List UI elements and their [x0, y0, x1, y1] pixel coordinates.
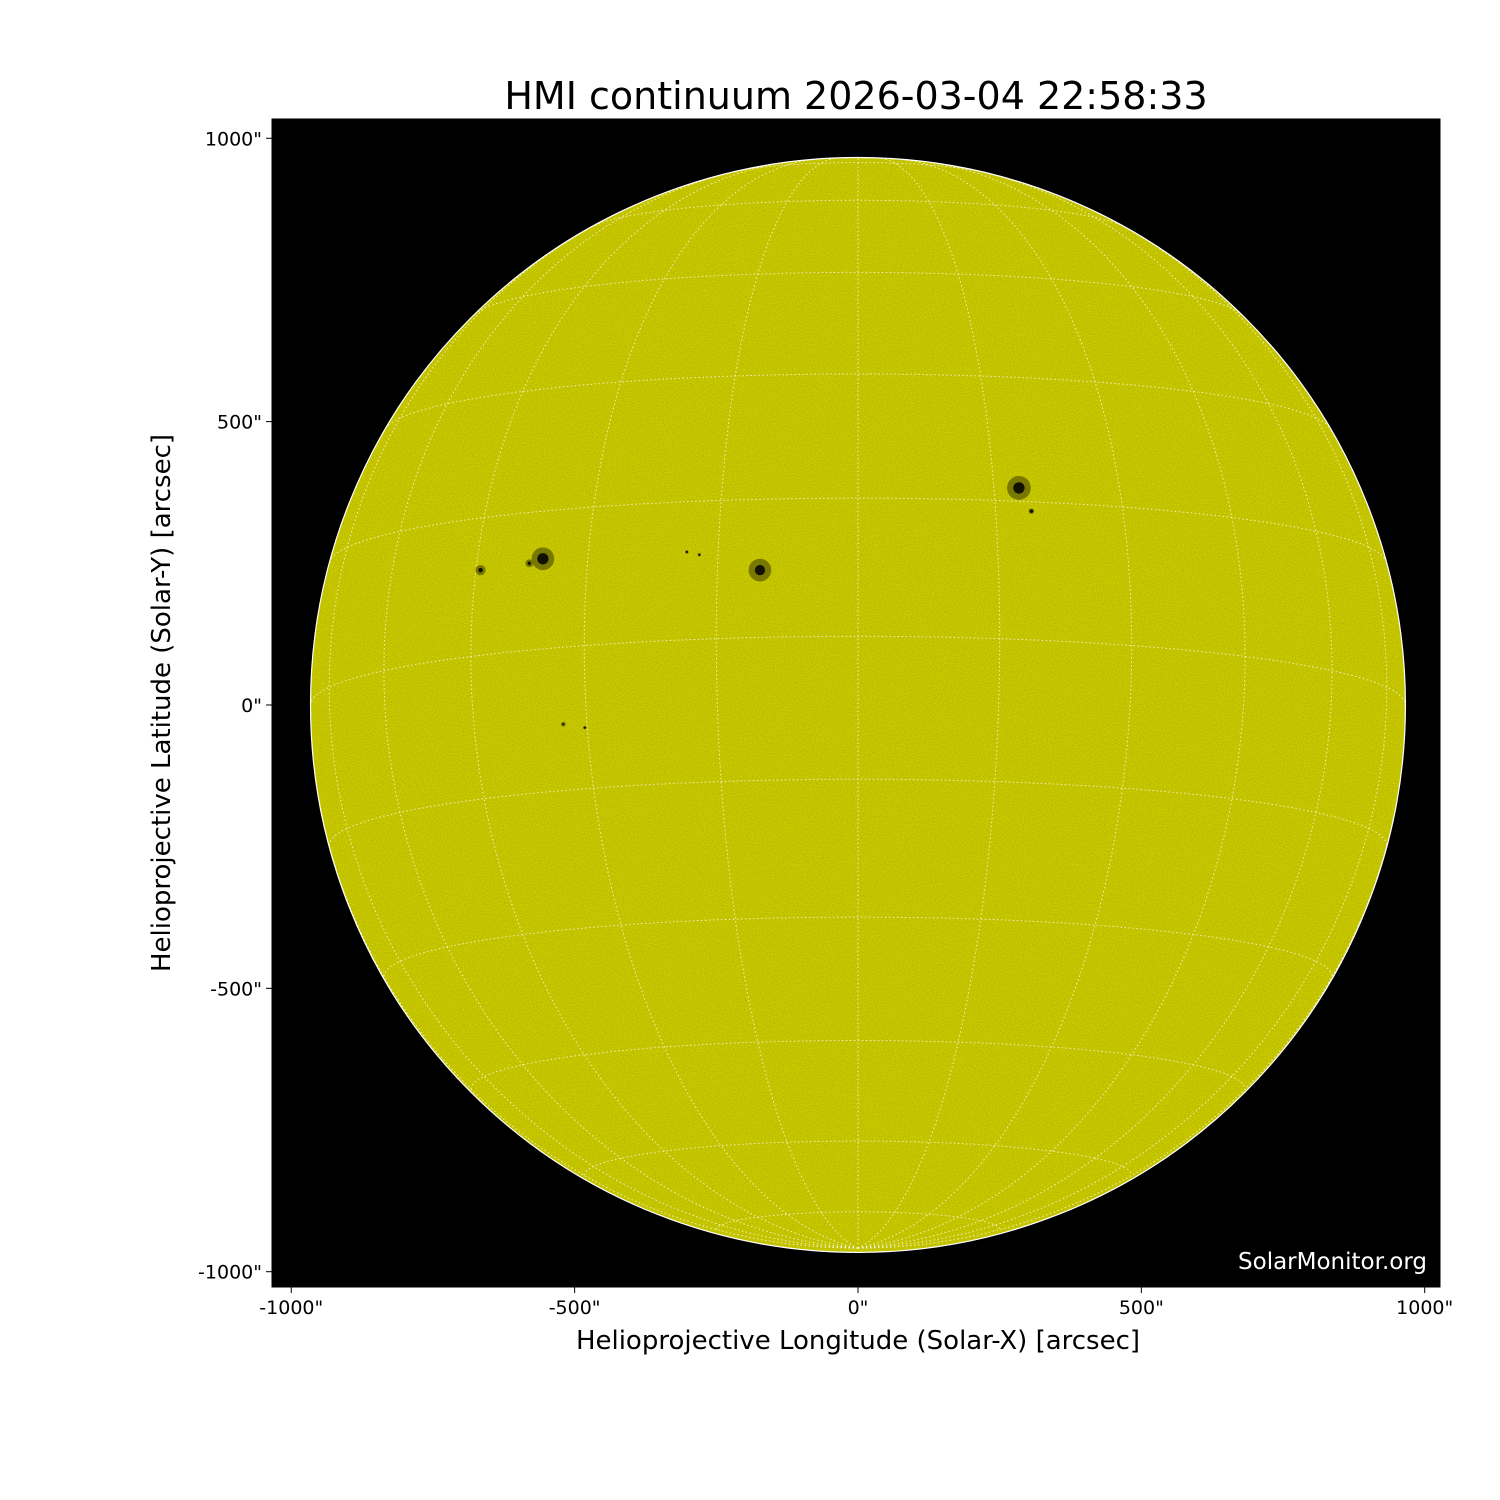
y-tick-label: -1000": [198, 1262, 262, 1284]
longitude-line: [857, 171, 1333, 1249]
sunspot-umbra: [583, 726, 586, 729]
latitude-line: [583, 1140, 1133, 1176]
y-tick-label: -500": [210, 978, 262, 1000]
x-axis-label: Helioprojective Longitude (Solar-X) [arc…: [575, 1326, 1141, 1356]
sunspot-umbra: [527, 561, 531, 566]
sunspot-umbra: [685, 550, 688, 554]
chart-title: HMI continuum 2026-03-04 22:58:33: [504, 74, 1208, 118]
x-tick-label: -500": [549, 1297, 601, 1319]
sunspot-umbra: [698, 553, 701, 556]
x-tick-label: 1000": [1396, 1297, 1453, 1319]
y-axis-label: Helioprojective Latitude (Solar-Y) [arcs…: [147, 433, 177, 973]
latitude-line: [329, 497, 1387, 563]
latitude-line: [474, 271, 1242, 315]
axis-ticks: -1000" -500" 0" 500" 1000" 1000" 500" 0" -500" -1…: [198, 128, 1453, 1319]
granulation-texture: [310, 157, 1406, 1253]
latitude-line: [591, 199, 1125, 228]
y-tick-label: 1000": [205, 128, 262, 150]
watermark: SolarMonitor.org: [1238, 1249, 1427, 1275]
x-tick-label: 0": [848, 1297, 869, 1319]
y-tick-label: 500": [217, 412, 262, 434]
axes-frame: [271, 118, 1441, 1288]
longitude-line: [857, 158, 1133, 1249]
sunspot-umbra: [562, 723, 565, 726]
latitude-line: [733, 162, 983, 173]
sunspot-umbra: [478, 567, 483, 573]
longitude-line: [310, 704, 859, 1249]
longitude-line: [470, 162, 859, 1249]
sunspot-umbra: [537, 553, 549, 565]
latitude-line: [385, 373, 1331, 429]
x-tick-label: -1000": [259, 1297, 323, 1319]
x-tick-label: 500": [1119, 1297, 1164, 1319]
heliographic-grid: [310, 157, 1406, 1249]
longitude-line: [857, 162, 1246, 1249]
sunspots: [475, 476, 1035, 730]
sunspot-umbra: [754, 565, 766, 576]
longitude-line: [383, 171, 859, 1249]
solar-limb: [309, 156, 1407, 1254]
y-tick-label: 0": [241, 695, 262, 717]
longitude-line: [857, 704, 1406, 1249]
sunspot-umbra: [1029, 509, 1034, 513]
sunspot-umbra: [1013, 482, 1025, 494]
latitude-line: [310, 635, 1406, 706]
longitude-line: [583, 158, 859, 1249]
